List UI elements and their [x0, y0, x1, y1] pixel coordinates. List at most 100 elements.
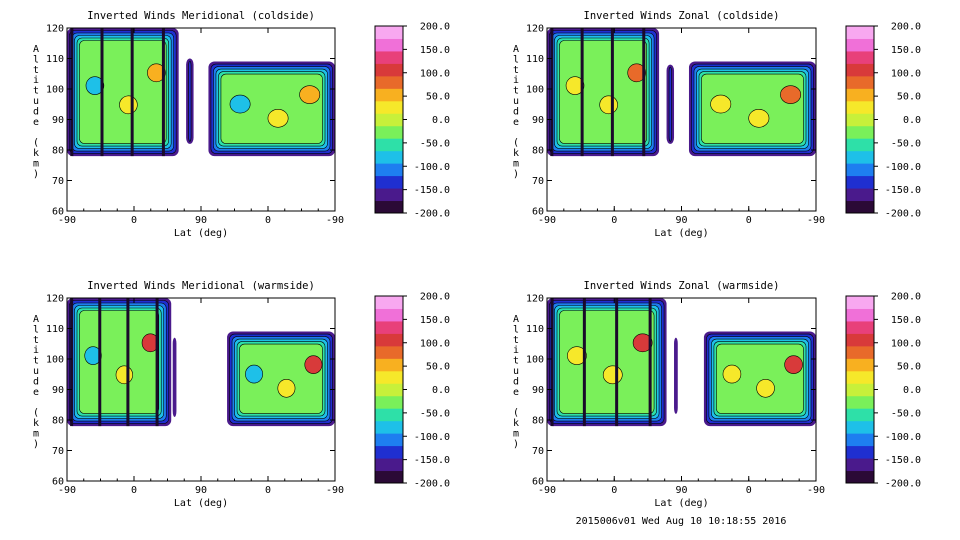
y-axis-label-char: k	[33, 418, 39, 429]
data-region	[208, 61, 335, 157]
colorbar-swatch	[846, 345, 874, 359]
colorbar-swatch	[375, 50, 403, 64]
colorbar-tick-label: 150.0	[420, 45, 450, 56]
colorbar-tick-label: 50.0	[897, 362, 921, 373]
colorbar-swatch	[375, 358, 403, 372]
y-tick-label: 100	[46, 85, 64, 96]
y-axis-label-char: )	[33, 169, 39, 180]
contour-field	[67, 28, 335, 157]
y-axis-label-char: u	[513, 96, 519, 107]
colorbar-tick-label: 200.0	[420, 22, 450, 33]
x-axis-label: Lat (deg)	[654, 498, 708, 509]
colorbar-swatch	[375, 395, 403, 409]
y-axis-label-char: )	[513, 169, 519, 180]
colorbar-swatch	[375, 100, 403, 114]
y-axis-label-char: m	[33, 158, 39, 169]
y-axis-label-char: l	[33, 54, 39, 65]
y-tick-label: 60	[52, 207, 64, 218]
colorbar-2: 200.0 150.0 100.0 50.0 0.0 -50.0 -100.0 -150.0 -…	[845, 22, 921, 220]
y-axis-label-char: e	[33, 117, 39, 128]
colorbar-tick-label: -150.0	[885, 455, 921, 466]
y-tick-label: 120	[46, 294, 64, 305]
colorbar-swatch	[375, 38, 403, 52]
y-tick-label: 70	[532, 176, 544, 187]
colorbar-swatch	[375, 26, 403, 39]
x-tick-label: -90	[58, 485, 76, 496]
y-tick-label: 120	[526, 294, 544, 305]
y-tick-label: 110	[526, 324, 544, 335]
y-axis-label-char: k	[33, 148, 39, 159]
y-tick-label: 90	[532, 115, 544, 126]
chart-title: Inverted Winds Zonal (coldside)	[584, 10, 780, 22]
colorbar-tick-label: 100.0	[891, 68, 921, 79]
colorbar-swatch	[375, 88, 403, 102]
x-tick-label: -90	[807, 215, 825, 226]
data-region	[688, 61, 816, 157]
colorbar-swatch	[846, 163, 874, 177]
y-axis-label-char: i	[33, 345, 39, 356]
y-tick-label: 110	[46, 324, 64, 335]
colorbar-swatch	[846, 26, 874, 39]
y-axis-label-char: t	[33, 356, 39, 367]
y-tick-label: 60	[52, 477, 64, 488]
colorbar-tick-label: 50.0	[897, 92, 921, 103]
data-region	[67, 298, 172, 427]
colorbar-tick-label: -200.0	[414, 209, 450, 220]
colorbar-tick-label: -150.0	[414, 455, 450, 466]
y-axis-label-char: i	[513, 345, 519, 356]
y-axis-label-char: l	[513, 324, 519, 335]
colorbar-tick-label: 50.0	[426, 92, 450, 103]
y-tick-label: 100	[46, 355, 64, 366]
y-axis-label-char: (	[33, 138, 39, 149]
data-region	[703, 331, 816, 427]
y-axis-label-char: t	[513, 86, 519, 97]
panel-3: Inverted Winds Meridional (warmside) -90 0…	[33, 280, 344, 509]
y-tick-label: 110	[46, 54, 64, 65]
colorbar-swatch	[846, 88, 874, 102]
colorbar-tick-label: -200.0	[885, 209, 921, 220]
colorbar-swatch	[846, 333, 874, 347]
x-tick-label: 0	[746, 215, 752, 226]
panel-1: Inverted Winds Meridional (coldside) -90 0…	[33, 10, 344, 239]
y-tick-label: 70	[532, 446, 544, 457]
x-tick-label: 90	[195, 485, 207, 496]
colorbar-swatch	[375, 383, 403, 397]
x-tick-label: 0	[611, 485, 617, 496]
colorbar-swatch	[846, 138, 874, 152]
colorbar-tick-label: -50.0	[420, 138, 450, 149]
x-tick-label: 0	[131, 215, 137, 226]
x-tick-label: -90	[326, 215, 344, 226]
colorbar-tick-label: -100.0	[414, 162, 450, 173]
colorbar-swatch	[846, 38, 874, 52]
x-tick-label: 0	[265, 215, 271, 226]
data-region	[67, 28, 179, 157]
colorbar-swatch	[375, 420, 403, 434]
colorbar-tick-label: -50.0	[891, 138, 921, 149]
x-tick-label: 90	[675, 215, 687, 226]
y-axis-label-char: m	[513, 158, 519, 169]
colorbar-swatch	[846, 175, 874, 189]
colorbar-tick-label: 0.0	[903, 115, 921, 126]
colorbar-tick-label: 200.0	[891, 22, 921, 33]
colorbar-swatch	[375, 175, 403, 189]
x-tick-label: -90	[538, 215, 556, 226]
chart-title: Inverted Winds Zonal (warmside)	[584, 280, 780, 292]
y-axis-label-char: e	[33, 387, 39, 398]
colorbar-tick-label: -150.0	[885, 185, 921, 196]
y-axis-label-char: i	[33, 75, 39, 86]
x-tick-label: 0	[265, 485, 271, 496]
data-region	[547, 298, 667, 427]
colorbar-swatch	[375, 200, 403, 214]
y-axis-label-char: t	[513, 65, 519, 76]
colorbar-swatch	[846, 445, 874, 459]
y-tick-label: 80	[52, 416, 64, 427]
y-tick-label: 110	[526, 54, 544, 65]
colorbar-swatch	[375, 138, 403, 152]
x-tick-label: -90	[326, 485, 344, 496]
colorbar-swatch	[846, 113, 874, 127]
y-tick-label: 80	[52, 146, 64, 157]
y-tick-label: 70	[52, 446, 64, 457]
footer-timestamp: 2015006v01 Wed Aug 10 10:18:55 2016	[576, 516, 787, 527]
y-axis-label-char: k	[513, 418, 519, 429]
colorbar-swatch	[846, 358, 874, 372]
